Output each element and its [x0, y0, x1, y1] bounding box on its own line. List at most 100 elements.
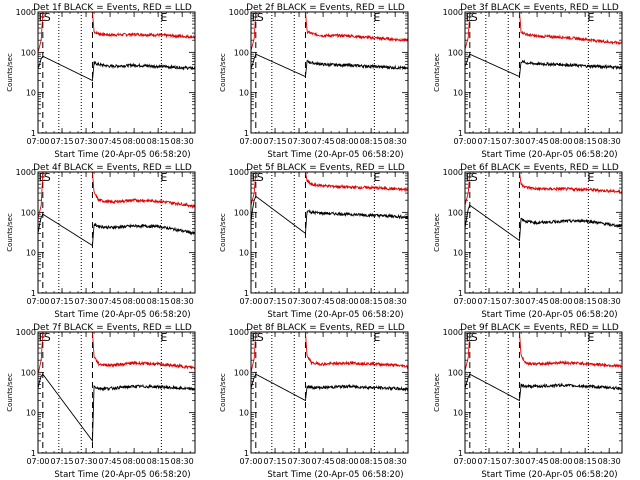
x-tick-label: 08:00 — [336, 457, 359, 466]
x-tick-label: 07:15 — [477, 297, 500, 306]
saa-label: S — [257, 331, 264, 344]
y-tick-label: 1000 — [229, 168, 249, 177]
x-tick-label: 08:00 — [123, 457, 146, 466]
x-tick-label: 07:00 — [26, 297, 49, 306]
y-tick-label: 1000 — [16, 168, 36, 177]
x-tick-label: 07:00 — [453, 137, 476, 146]
saa-label: S — [44, 171, 51, 184]
y-tick-label: 100 — [21, 208, 36, 217]
plot-frame — [250, 331, 409, 454]
x-tick-label: 08:30 — [598, 297, 621, 306]
x-tick-label: 08:15 — [360, 137, 383, 146]
chart-title: Det 4f BLACK = Events, RED = LLD — [33, 163, 192, 173]
events-rate-line — [465, 204, 622, 242]
events-rate-line — [38, 213, 195, 247]
x-tick-label: 07:00 — [26, 137, 49, 146]
lld-rate-line — [251, 172, 408, 206]
x-tick-label: 08:15 — [147, 457, 170, 466]
chart-title: Det 8f BLACK = Events, RED = LLD — [246, 323, 405, 333]
x-tick-label: 07:15 — [477, 137, 500, 146]
saa-label: S — [257, 11, 264, 24]
chart-title: Det 1f BLACK = Events, RED = LLD — [33, 3, 192, 13]
x-tick-label: 07:15 — [263, 297, 286, 306]
x-axis-label: Start Time (20-Apr-05 06:58:20) — [267, 310, 403, 320]
x-tick-label: 07:30 — [75, 297, 98, 306]
lld-rate-line — [38, 12, 195, 53]
x-tick-label: 07:45 — [312, 457, 335, 466]
event-start-label: E — [373, 11, 380, 24]
x-axis-label: Start Time (20-Apr-05 06:58:20) — [267, 470, 403, 480]
y-tick-label: 10 — [239, 409, 249, 418]
plot-frame — [464, 171, 623, 294]
event-start-label: E — [160, 171, 167, 184]
event-start-label: E — [373, 331, 380, 344]
x-tick-label: 07:00 — [453, 297, 476, 306]
events-rate-line — [465, 53, 622, 78]
x-tick-label: 08:00 — [336, 137, 359, 146]
saa-label: S — [44, 11, 51, 24]
chart-title: Det 6f BLACK = Events, RED = LLD — [460, 163, 619, 173]
events-rate-line — [38, 373, 195, 443]
y-tick-label: 1 — [244, 449, 249, 458]
x-axis-label: Start Time (20-Apr-05 06:58:20) — [267, 150, 403, 160]
x-tick-label: 08:15 — [360, 297, 383, 306]
x-tick-label: 07:15 — [50, 457, 73, 466]
y-tick-label: 100 — [21, 48, 36, 57]
x-tick-label: 08:00 — [123, 297, 146, 306]
y-tick-label: 10 — [26, 89, 36, 98]
chart-panel-7: Det 7f BLACK = Events, RED = LLD Counts/s… — [6, 323, 196, 480]
x-tick-label: 08:00 — [550, 137, 573, 146]
chart-title: Det 2f BLACK = Events, RED = LLD — [246, 3, 405, 13]
y-axis-label: Counts/sec — [6, 373, 14, 412]
chart-panel-4: Det 4f BLACK = Events, RED = LLD Counts/s… — [6, 163, 196, 320]
event-start-label: E — [587, 331, 594, 344]
chart-panel-8: Det 8f BLACK = Events, RED = LLD Counts/s… — [219, 323, 409, 480]
events-rate-line — [465, 373, 622, 402]
x-tick-label: 07:45 — [99, 297, 122, 306]
x-tick-label: 07:30 — [75, 457, 98, 466]
x-tick-label: 08:15 — [574, 297, 597, 306]
plot-frame — [37, 171, 196, 294]
x-tick-label: 08:15 — [574, 457, 597, 466]
y-axis-label: Counts/sec — [6, 53, 14, 92]
y-tick-label: 10 — [453, 249, 463, 258]
x-tick-label: 07:15 — [50, 137, 73, 146]
x-tick-label: 08:00 — [336, 297, 359, 306]
y-tick-label: 1 — [31, 449, 36, 458]
x-tick-label: 08:30 — [598, 457, 621, 466]
saa-label: S — [257, 171, 264, 184]
y-tick-label: 10 — [239, 89, 249, 98]
chart-title: Det 9f BLACK = Events, RED = LLD — [460, 323, 619, 333]
x-tick-label: 07:15 — [477, 457, 500, 466]
lld-rate-line — [38, 332, 195, 375]
x-tick-label: 07:15 — [263, 457, 286, 466]
x-tick-label: 07:15 — [263, 137, 286, 146]
events-rate-line — [38, 55, 195, 82]
x-tick-label: 07:30 — [502, 137, 525, 146]
x-tick-label: 07:15 — [50, 297, 73, 306]
x-tick-label: 07:00 — [26, 457, 49, 466]
x-tick-label: 08:30 — [171, 137, 194, 146]
x-axis-label: Start Time (20-Apr-05 06:58:20) — [54, 310, 190, 320]
x-tick-label: 08:00 — [550, 457, 573, 466]
y-tick-label: 1 — [31, 289, 36, 298]
plot-frame — [464, 331, 623, 454]
x-tick-label: 07:30 — [288, 137, 311, 146]
event-start-label: E — [160, 331, 167, 344]
x-tick-label: 08:30 — [384, 137, 407, 146]
y-tick-label: 100 — [234, 368, 249, 377]
y-tick-label: 1000 — [229, 8, 249, 17]
lld-rate-line — [251, 332, 408, 373]
y-tick-label: 1 — [458, 289, 463, 298]
event-start-label: E — [160, 11, 167, 24]
y-tick-label: 1 — [458, 449, 463, 458]
x-axis-label: Start Time (20-Apr-05 06:58:20) — [54, 150, 190, 160]
y-tick-label: 1 — [244, 289, 249, 298]
x-tick-label: 07:45 — [99, 137, 122, 146]
saa-label: S — [471, 11, 478, 24]
x-tick-label: 07:45 — [312, 297, 335, 306]
y-tick-label: 1000 — [443, 328, 463, 337]
y-tick-label: 10 — [239, 249, 249, 258]
y-tick-label: 100 — [21, 368, 36, 377]
